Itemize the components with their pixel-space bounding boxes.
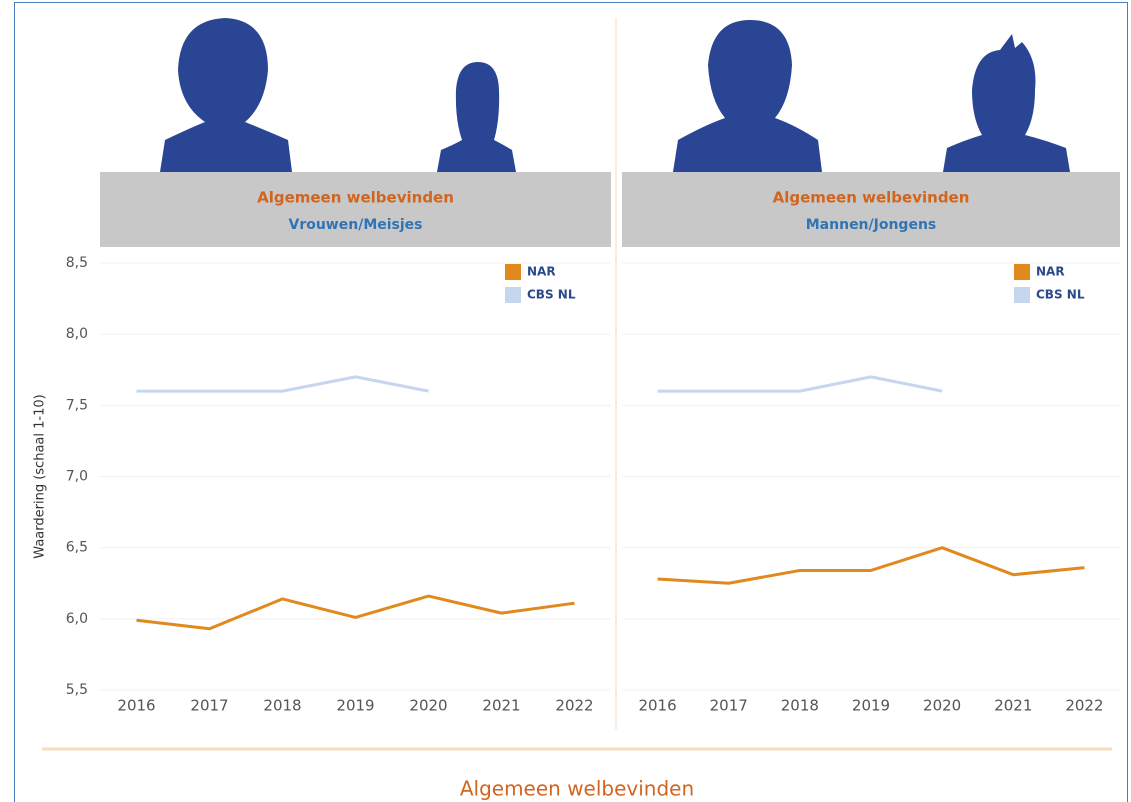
- legend-label: CBS NL: [527, 288, 576, 302]
- x-tick-label: 2020: [409, 697, 447, 715]
- legend-swatch: [505, 287, 521, 303]
- y-tick-label: 7,5: [66, 397, 88, 413]
- x-tick-label: 2016: [638, 697, 676, 715]
- boy-icon: [943, 34, 1070, 172]
- series-line: [137, 596, 575, 629]
- y-tick-label: 8,0: [66, 326, 88, 342]
- legend-swatch: [1014, 287, 1030, 303]
- x-tick-label: 2016: [117, 697, 155, 715]
- x-tick-label: 2021: [482, 697, 520, 715]
- legend-label: NAR: [527, 265, 556, 279]
- x-tick-label: 2022: [555, 697, 593, 715]
- panel-subtitle: Mannen/Jongens: [806, 217, 937, 233]
- series-line: [137, 377, 429, 391]
- panel-subtitle: Vrouwen/Meisjes: [288, 217, 422, 233]
- panel-title: Algemeen welbevinden: [773, 189, 970, 207]
- legend-swatch: [1014, 264, 1030, 280]
- x-tick-label: 2019: [336, 697, 374, 715]
- panel-header: [100, 172, 611, 247]
- legend-swatch: [505, 264, 521, 280]
- y-tick-label: 7,0: [66, 469, 88, 485]
- y-tick-label: 8,5: [66, 255, 88, 271]
- silhouettes: [160, 18, 1070, 172]
- woman-icon: [160, 18, 292, 172]
- panel-header: [622, 172, 1120, 247]
- dashboard: Algemeen welbevinden Algemeen welbevinde…: [0, 0, 1131, 802]
- series-line: [658, 377, 943, 391]
- x-tick-label: 2017: [710, 697, 748, 715]
- page: Algemeen welbevinden Algemeen welbevinde…: [0, 0, 1131, 802]
- x-tick-label: 2022: [1065, 697, 1103, 715]
- frame: [15, 3, 1128, 802]
- panel-title: Algemeen welbevinden: [257, 189, 454, 207]
- x-tick-label: 2020: [923, 697, 961, 715]
- legend-label: CBS NL: [1036, 288, 1085, 302]
- y-axis-label: Waardering (schaal 1-10): [33, 394, 48, 558]
- x-tick-label: 2021: [994, 697, 1032, 715]
- x-tick-label: 2018: [263, 697, 301, 715]
- y-tick-label: 6,0: [66, 611, 88, 627]
- x-tick-label: 2017: [190, 697, 228, 715]
- legend-label: NAR: [1036, 265, 1065, 279]
- y-tick-label: 5,5: [66, 682, 88, 698]
- man-icon: [673, 20, 822, 172]
- series-line: [658, 548, 1085, 584]
- y-tick-label: 6,5: [66, 540, 88, 556]
- x-tick-label: 2018: [781, 697, 819, 715]
- x-tick-label: 2019: [852, 697, 890, 715]
- dashboard-title: Algemeen welbevinden: [460, 777, 694, 801]
- girl-icon: [437, 62, 516, 172]
